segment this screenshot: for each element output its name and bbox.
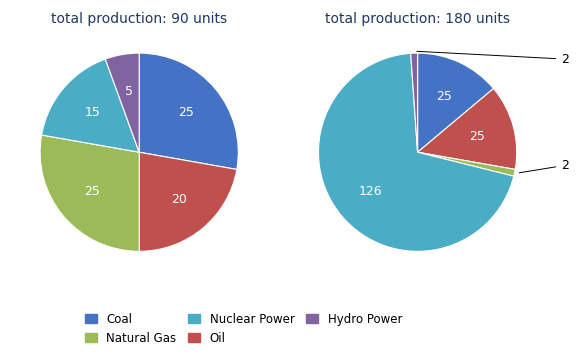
- Text: total production: 90 units: total production: 90 units: [51, 12, 227, 26]
- Wedge shape: [42, 59, 139, 152]
- Text: total production: 180 units: total production: 180 units: [325, 12, 510, 26]
- Text: 15: 15: [84, 106, 100, 119]
- Wedge shape: [139, 53, 238, 170]
- Text: 25: 25: [178, 106, 194, 119]
- Text: 5: 5: [125, 85, 132, 98]
- Text: 25: 25: [84, 185, 100, 198]
- Text: 2: 2: [519, 159, 569, 173]
- Wedge shape: [318, 53, 514, 251]
- Wedge shape: [418, 152, 515, 176]
- Legend: Coal, Natural Gas, Nuclear Power, Oil, Hydro Power: Coal, Natural Gas, Nuclear Power, Oil, H…: [82, 309, 405, 348]
- Text: 25: 25: [436, 90, 451, 103]
- Wedge shape: [139, 152, 237, 251]
- Text: 20: 20: [171, 193, 187, 206]
- Wedge shape: [106, 53, 139, 152]
- Wedge shape: [411, 53, 418, 152]
- Text: 2: 2: [417, 51, 569, 65]
- Wedge shape: [40, 135, 139, 251]
- Text: 126: 126: [358, 185, 382, 198]
- Wedge shape: [418, 88, 517, 170]
- Text: 25: 25: [469, 130, 485, 143]
- Wedge shape: [418, 53, 494, 152]
